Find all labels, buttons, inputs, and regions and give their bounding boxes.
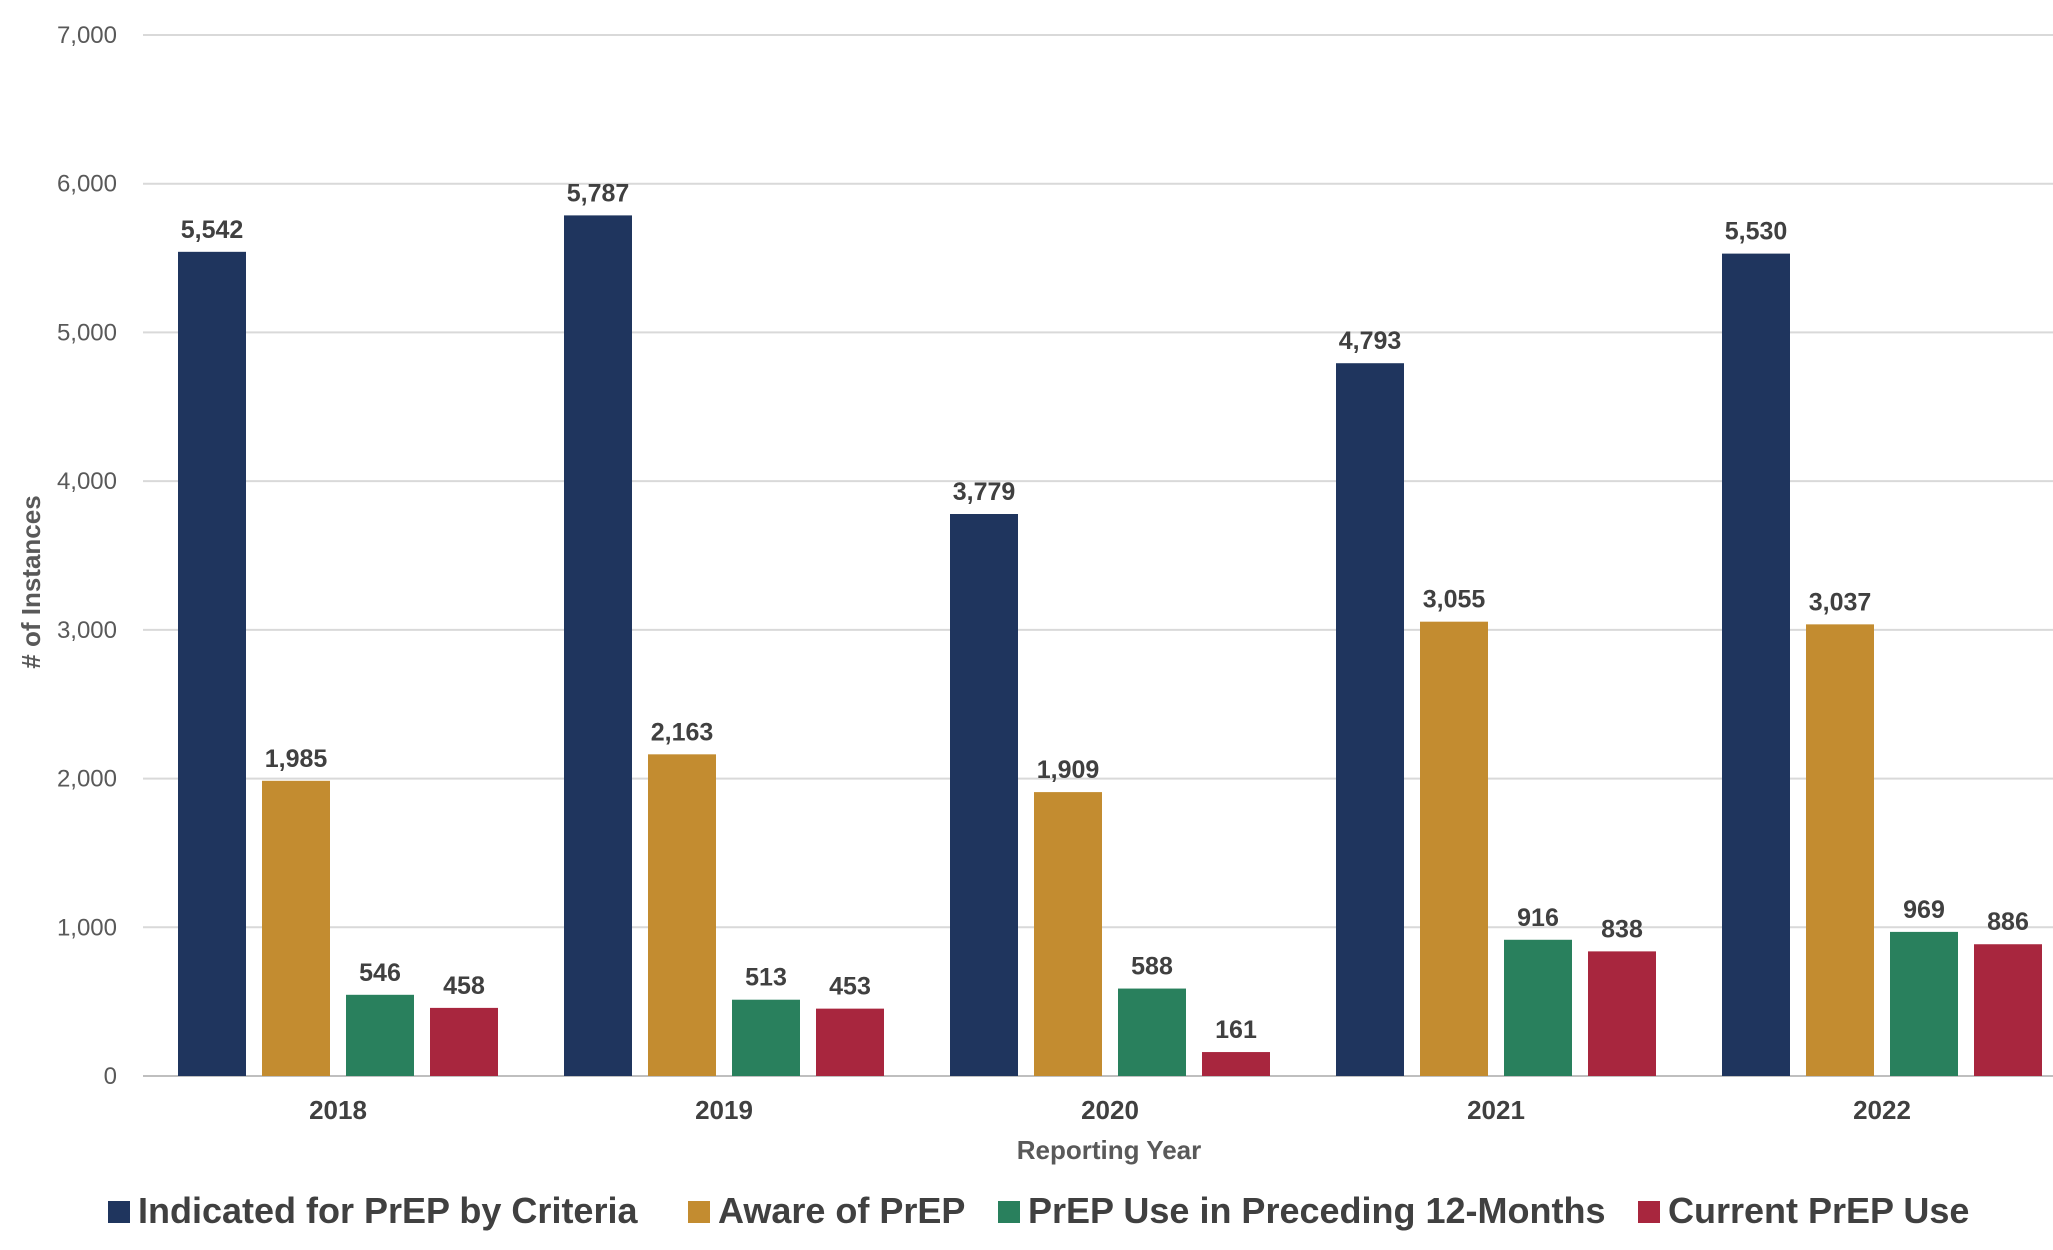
bar xyxy=(430,1007,498,1076)
bar xyxy=(1202,1052,1270,1076)
bar xyxy=(1974,944,2042,1076)
bar xyxy=(1336,363,1404,1077)
data-label: 5,787 xyxy=(567,179,630,207)
data-label: 3,055 xyxy=(1423,586,1486,614)
data-label: 458 xyxy=(443,972,485,1000)
data-label: 3,779 xyxy=(953,478,1016,506)
bar xyxy=(648,754,716,1076)
data-label: 5,530 xyxy=(1725,218,1788,246)
data-label: 1,909 xyxy=(1037,756,1100,784)
y-tick-label: 6,000 xyxy=(57,171,117,198)
bar xyxy=(1420,621,1488,1076)
bar xyxy=(178,251,246,1076)
data-label: 5,542 xyxy=(181,216,244,244)
bar xyxy=(564,215,632,1076)
legend-label: Aware of PrEP xyxy=(718,1190,965,1231)
bar xyxy=(950,514,1018,1076)
data-label: 838 xyxy=(1601,915,1643,943)
data-label: 1,985 xyxy=(265,745,328,773)
data-label: 2,163 xyxy=(651,718,714,746)
bar xyxy=(1118,988,1186,1076)
bar xyxy=(816,1008,884,1076)
x-tick-label: 2021 xyxy=(1467,1095,1525,1125)
bar xyxy=(1806,624,1874,1076)
bar xyxy=(732,999,800,1076)
legend-swatch xyxy=(108,1201,130,1223)
data-label: 513 xyxy=(745,964,787,992)
legend-label: Current PrEP Use xyxy=(1668,1190,1969,1231)
x-axis-title: Reporting Year xyxy=(1017,1135,1201,1165)
data-label: 453 xyxy=(829,973,871,1001)
legend-label: PrEP Use in Preceding 12-Months xyxy=(1028,1190,1606,1231)
data-label: 588 xyxy=(1131,953,1173,981)
bar xyxy=(1722,253,1790,1077)
y-tick-label: 4,000 xyxy=(57,468,117,495)
y-tick-label: 3,000 xyxy=(57,617,117,644)
legend-swatch xyxy=(688,1201,710,1223)
x-tick-label: 2018 xyxy=(309,1095,367,1125)
y-tick-label: 7,000 xyxy=(57,22,117,49)
y-axis-title: # of Instances xyxy=(16,495,46,668)
gridlines xyxy=(143,34,2053,1077)
y-tick-label: 1,000 xyxy=(57,914,117,941)
legend-swatch xyxy=(998,1201,1020,1223)
y-tick-label: 2,000 xyxy=(57,766,117,793)
data-label: 886 xyxy=(1987,908,2029,936)
x-axis-ticks: 2018 2019 2020 2021 2022 xyxy=(309,1095,1911,1125)
x-tick-label: 2020 xyxy=(1081,1095,1139,1125)
legend: Indicated for PrEP by Criteria Aware of P… xyxy=(108,1190,1969,1231)
legend-label: Indicated for PrEP by Criteria xyxy=(138,1190,638,1231)
bar xyxy=(346,994,414,1076)
data-label: 546 xyxy=(359,959,401,987)
data-labels: 5,542 1,985 546 458 5,787 2,163 513 453 3,779 1,9… xyxy=(181,179,2029,1044)
y-tick-label: 5,000 xyxy=(57,319,117,346)
data-label: 3,037 xyxy=(1809,588,1872,616)
bars xyxy=(178,215,2042,1077)
bar xyxy=(1588,951,1656,1076)
data-label: 969 xyxy=(1903,896,1945,924)
bar xyxy=(1504,939,1572,1076)
legend-swatch xyxy=(1638,1201,1660,1223)
data-label: 161 xyxy=(1215,1016,1257,1044)
y-tick-label: 0 xyxy=(104,1063,117,1090)
data-label: 4,793 xyxy=(1339,327,1402,355)
bar xyxy=(1034,792,1102,1076)
data-label: 916 xyxy=(1517,904,1559,932)
y-axis-ticks: 0 1,000 2,000 3,000 4,000 5,000 6,000 7,000 xyxy=(57,22,117,1090)
bar xyxy=(1890,931,1958,1076)
x-tick-label: 2019 xyxy=(695,1095,753,1125)
x-tick-label: 2022 xyxy=(1853,1095,1911,1125)
bar xyxy=(262,780,330,1076)
